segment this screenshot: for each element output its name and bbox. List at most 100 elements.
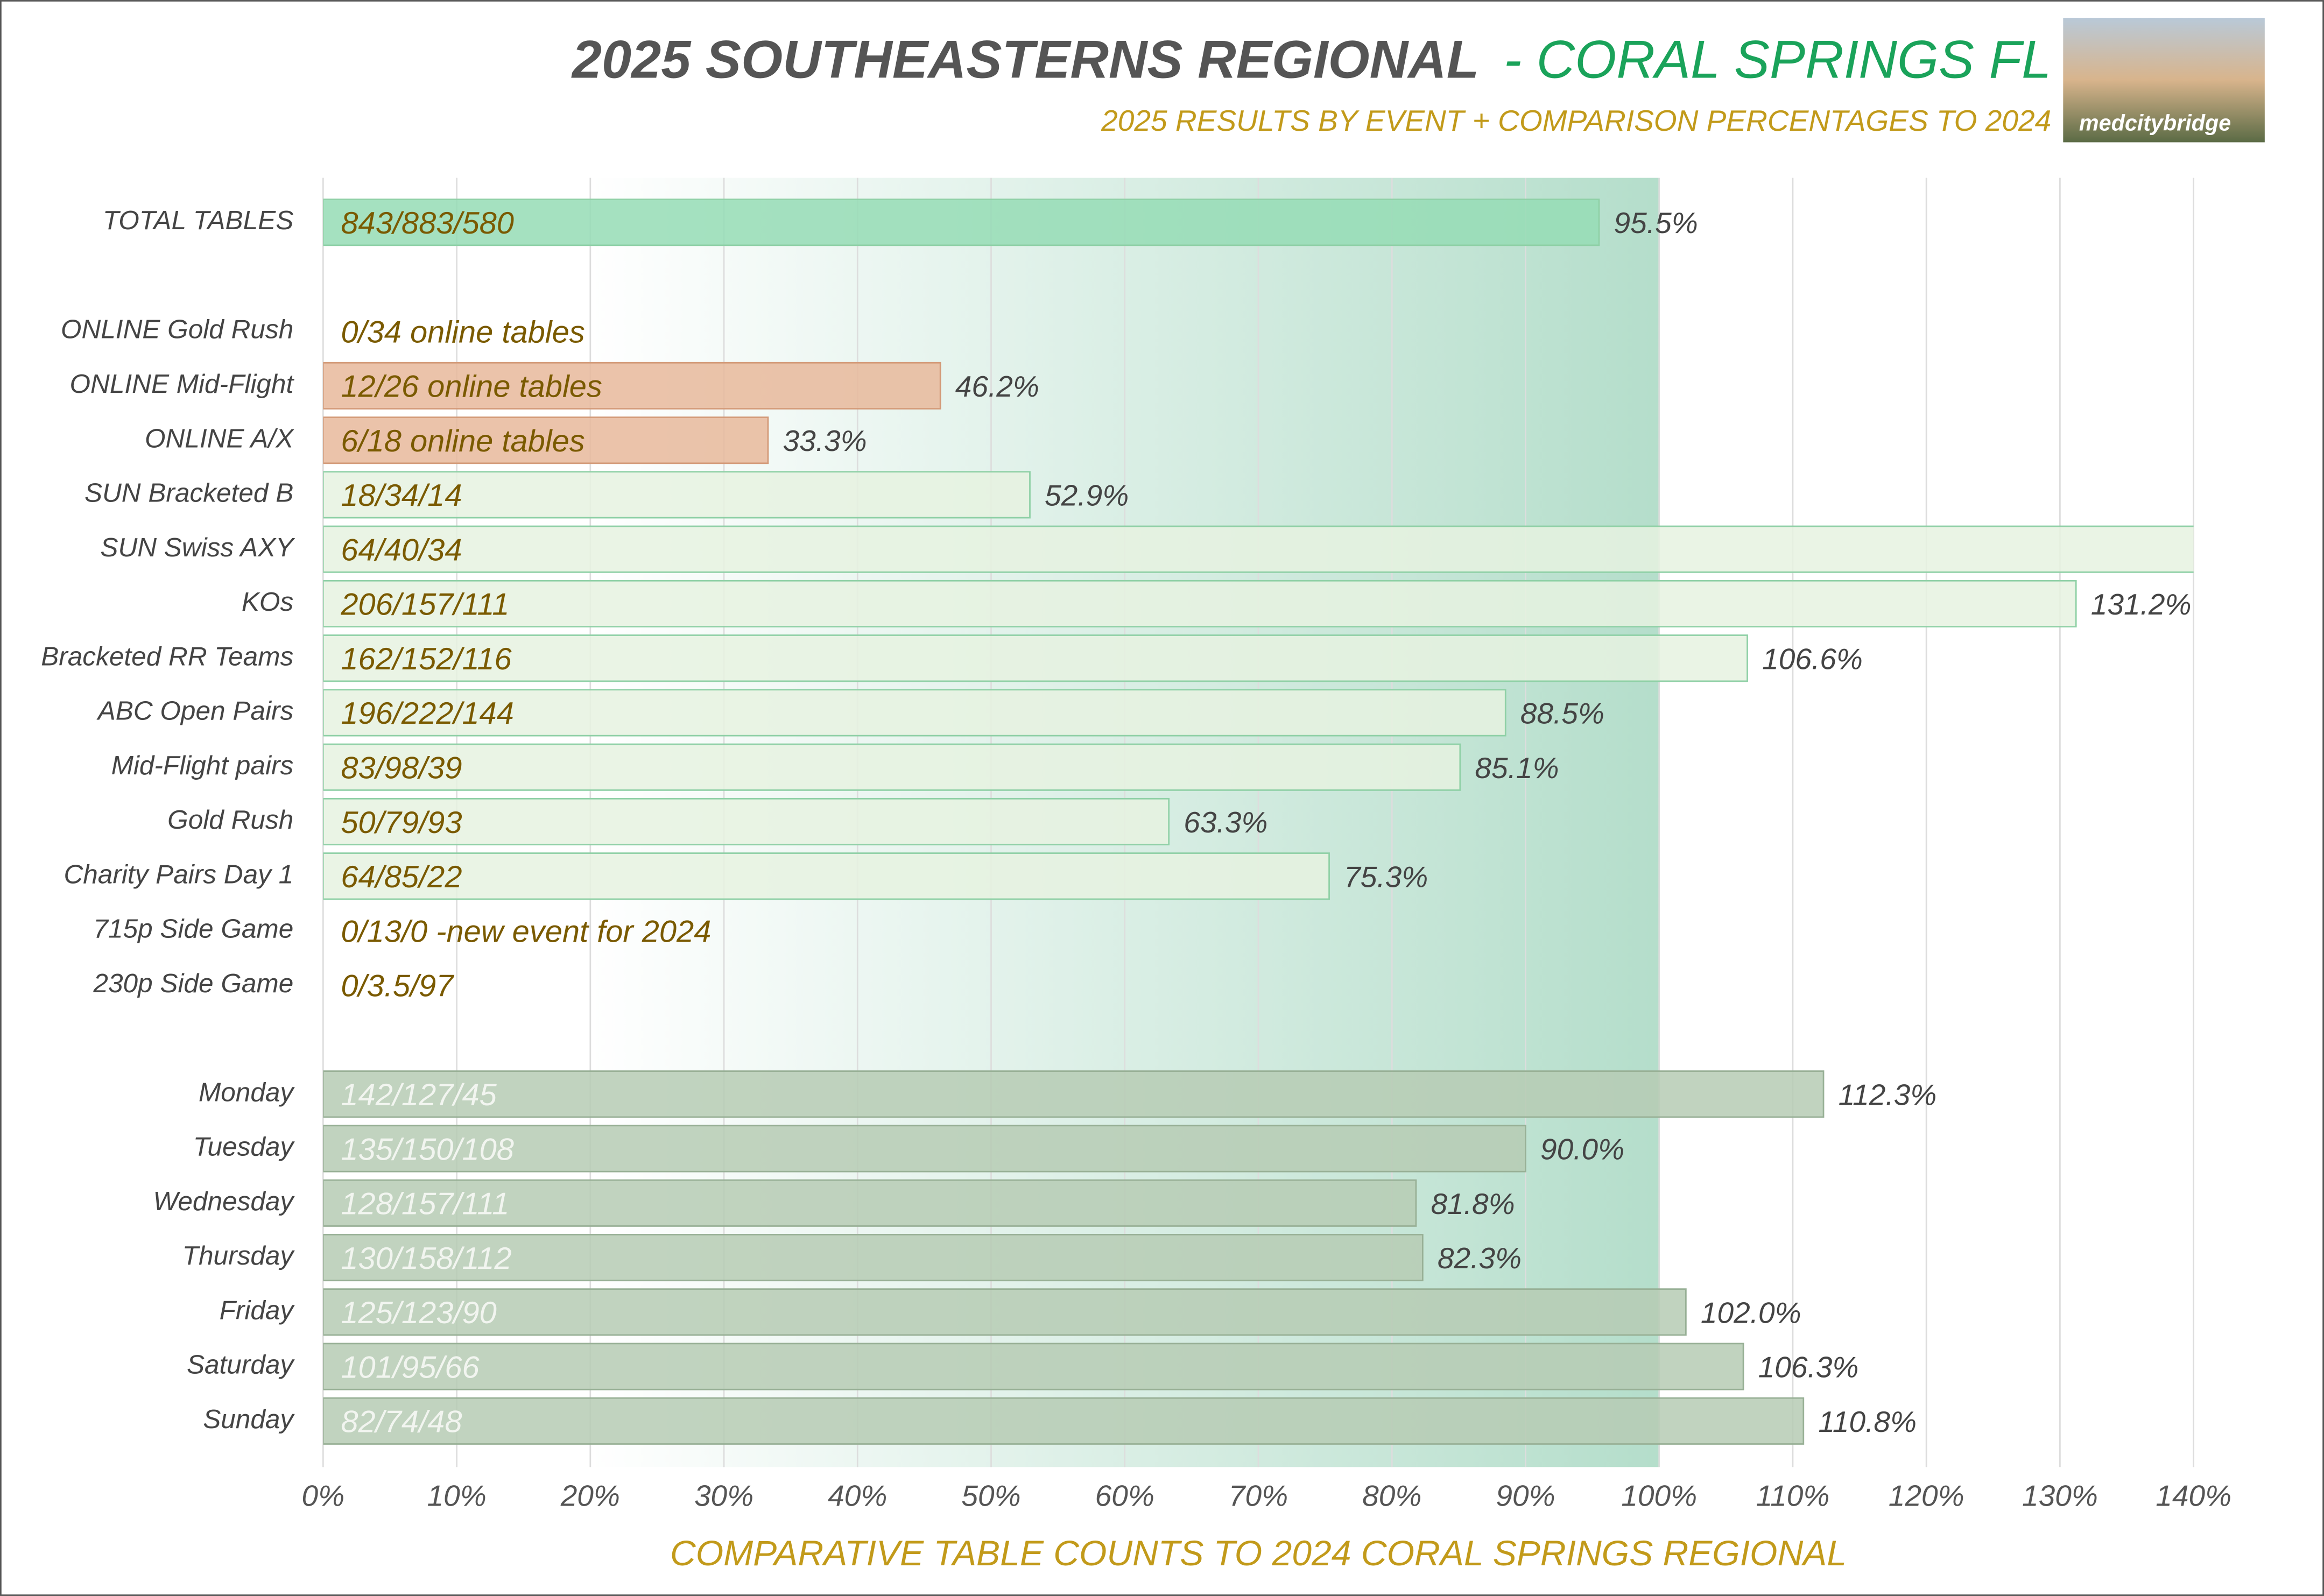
bar	[323, 1070, 1825, 1118]
y-tick-label: 230p Side Game	[93, 968, 293, 998]
y-tick-label: 715p Side Game	[93, 914, 293, 944]
value-label: 46.2%	[955, 370, 1039, 403]
count-label: 50/79/93	[341, 806, 462, 840]
x-tick-label: 10%	[427, 1479, 486, 1513]
count-label: 0/13/0 -new event for 2024	[341, 914, 711, 949]
y-tick-label: Friday	[220, 1295, 295, 1325]
count-label: 135/150/108	[341, 1132, 514, 1167]
x-tick-label: 40%	[828, 1479, 887, 1513]
count-label: 196/222/144	[341, 696, 514, 731]
y-tick-label: Saturday	[187, 1350, 295, 1380]
x-axis-label: COMPARATIVE TABLE COUNTS TO 2024 CORAL S…	[670, 1534, 1847, 1573]
value-label: 88.5%	[1520, 697, 1604, 730]
bar	[323, 1397, 1805, 1445]
bar	[323, 852, 1330, 900]
y-tick-label: KOs	[242, 587, 293, 617]
bar	[323, 743, 1461, 791]
bar	[323, 1343, 1744, 1390]
count-label: 101/95/66	[341, 1350, 480, 1385]
x-tick-label: 70%	[1229, 1479, 1288, 1513]
x-tick-label: 90%	[1496, 1479, 1555, 1513]
x-tick-label: 120%	[1889, 1479, 1964, 1513]
count-label: 843/883/580	[341, 206, 514, 241]
count-label: 12/26 online tables	[341, 370, 602, 404]
logo-text: medcitybridge	[2079, 110, 2231, 135]
count-label: 64/85/22	[341, 860, 462, 894]
value-label: 85.1%	[1475, 751, 1559, 785]
x-tick-label: 130%	[2022, 1479, 2098, 1513]
count-label: 162/152/116	[341, 642, 512, 676]
count-label: 18/34/14	[341, 478, 462, 513]
value-label: 75.3%	[1344, 860, 1428, 893]
y-tick-label: ONLINE A/X	[145, 423, 294, 453]
bars	[323, 199, 2194, 1445]
x-tick-label: 20%	[560, 1479, 620, 1513]
x-tick-label: 50%	[961, 1479, 1020, 1513]
bar	[323, 634, 1748, 682]
x-tick-label: 80%	[1362, 1479, 1421, 1513]
bar	[323, 416, 769, 464]
value-label: 52.9%	[1045, 478, 1129, 512]
value-label: 95.5%	[1614, 206, 1698, 239]
y-tick-label: Charity Pairs Day 1	[64, 859, 293, 889]
bar	[323, 689, 1506, 737]
chart-title: 2025 SOUTHEASTERNS REGIONAL	[571, 30, 1479, 90]
value-label: 90.0%	[1540, 1133, 1624, 1166]
y-tick-label: Monday	[199, 1077, 295, 1107]
count-label: 6/18 online tables	[341, 424, 584, 458]
x-tick-label: 100%	[1621, 1479, 1697, 1513]
x-tick-label: 30%	[694, 1479, 753, 1513]
value-label: 112.3%	[1839, 1078, 1937, 1111]
bar	[323, 1125, 1526, 1173]
value-label: 63.3%	[1184, 806, 1267, 839]
count-label: 125/123/90	[341, 1296, 496, 1330]
chart-subtitle: 2025 RESULTS BY EVENT + COMPARISON PERCE…	[1101, 104, 2051, 137]
y-tick-label: Wednesday	[153, 1186, 295, 1216]
y-tick-label: TOTAL TABLES	[103, 205, 293, 235]
plot-area: TOTAL TABLES 843/883/580 95.5% ONLINE Gold …	[41, 178, 2195, 1467]
count-label: 82/74/48	[341, 1405, 462, 1439]
bar	[323, 1233, 1424, 1282]
count-label: 0/3.5/97	[341, 969, 454, 1004]
y-tick-label: Bracketed RR Teams	[41, 641, 293, 671]
count-label: 128/157/111	[341, 1187, 509, 1221]
x-tick-label: 140%	[2156, 1479, 2231, 1513]
y-tick-label: Mid-Flight pairs	[111, 750, 294, 780]
value-label: 81.8%	[1431, 1187, 1515, 1220]
bar	[323, 362, 941, 409]
value-label: 82.3%	[1438, 1241, 1522, 1275]
x-tick-label: 110%	[1756, 1479, 1830, 1513]
count-label: 142/127/45	[341, 1078, 497, 1112]
y-tick-label: ONLINE Mid-Flight	[70, 369, 295, 399]
y-tick-label: Tuesday	[193, 1132, 295, 1162]
bar	[323, 1288, 1687, 1336]
count-label: 64/40/34	[341, 533, 462, 567]
bar	[323, 797, 1170, 846]
value-label: 106.3%	[1758, 1351, 1859, 1384]
count-label: 206/157/111	[340, 588, 509, 622]
chart-title-location: - CORAL SPRINGS FL	[1504, 30, 2051, 90]
count-label: 83/98/39	[341, 751, 462, 786]
y-tick-label: ABC Open Pairs	[96, 696, 294, 726]
y-tick-label: SUN Bracketed B	[84, 478, 293, 508]
count-label: 130/158/112	[341, 1241, 511, 1276]
value-label: 102.0%	[1701, 1296, 1801, 1329]
value-label: 106.6%	[1762, 642, 1863, 675]
count-label: 0/34 online tables	[341, 315, 584, 349]
bar	[323, 1179, 1417, 1227]
value-label: 33.3%	[783, 424, 867, 457]
y-tick-label: SUN Swiss AXY	[100, 532, 295, 562]
y-tick-label: Gold Rush	[167, 804, 293, 835]
bar	[323, 580, 2077, 628]
logo	[2063, 18, 2265, 143]
x-tick-label: 60%	[1095, 1479, 1154, 1513]
bar	[323, 471, 1031, 519]
x-tick-label: 0%	[302, 1479, 345, 1513]
bar	[323, 199, 1600, 246]
value-label: 131.2%	[2091, 588, 2192, 621]
y-tick-label: Sunday	[203, 1404, 295, 1434]
y-tick-label: Thursday	[182, 1240, 295, 1270]
value-label: 110.8%	[1818, 1405, 1917, 1438]
y-tick-label: ONLINE Gold Rush	[61, 314, 293, 344]
